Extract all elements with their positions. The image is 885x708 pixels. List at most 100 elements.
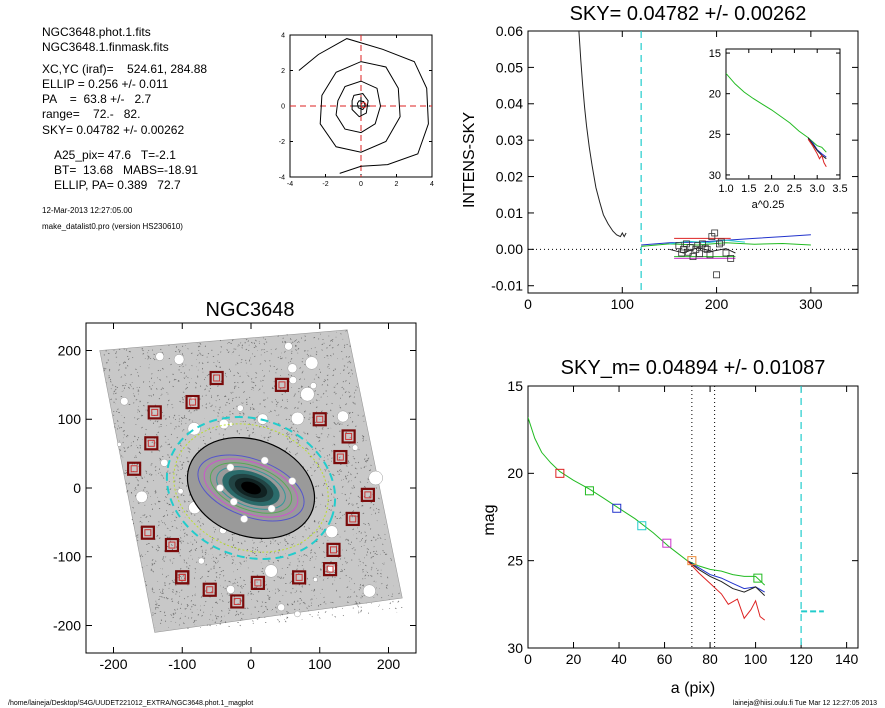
x-tick-label: -4 <box>287 181 293 188</box>
sky-box-inner <box>326 565 334 573</box>
inset-series-line <box>726 73 827 153</box>
sky-box <box>292 570 307 585</box>
x-tick-label: 3.0 <box>810 183 825 195</box>
masked-blob <box>240 515 248 523</box>
mag-marker <box>662 538 672 548</box>
center-marker <box>360 102 367 109</box>
inset-xlabel: a^0.25 <box>752 199 785 211</box>
masked-star <box>362 584 376 598</box>
x-tick-label: 80 <box>702 651 718 667</box>
sky-box <box>202 582 217 597</box>
isophote <box>197 454 305 522</box>
sky-sample-point <box>701 244 709 252</box>
masked-blob <box>216 484 224 492</box>
y-tick-label: 20 <box>507 465 523 481</box>
inset-series-line <box>807 137 827 160</box>
outer-ellipse <box>165 416 337 560</box>
masked-star <box>218 418 230 430</box>
masked-star <box>160 458 169 467</box>
sky-box-inner <box>233 597 241 605</box>
sky-box <box>144 436 159 451</box>
masked-star <box>290 411 305 426</box>
sky-box-inner <box>151 408 159 416</box>
sky-sample-point <box>696 250 703 258</box>
sky-sample-point <box>694 242 702 250</box>
x-tick-label: 0 <box>524 296 532 312</box>
sky-sample-point <box>675 242 683 250</box>
y-tick-label: 25 <box>507 553 523 569</box>
x-tick-label: 20 <box>566 651 582 667</box>
sky-box <box>322 562 338 577</box>
sky-sample-point <box>716 240 723 248</box>
contour-clip <box>298 38 429 174</box>
sky-box-inner <box>189 398 197 406</box>
y-tick-label: 25 <box>709 129 721 141</box>
x-tick-label: 140 <box>835 651 859 667</box>
masked-star <box>294 610 301 618</box>
sky-box <box>341 429 356 444</box>
masked-star <box>173 354 185 365</box>
galaxy-map-title: NGC3648 <box>206 299 295 321</box>
sky-box <box>209 370 224 386</box>
sky-sample-point <box>722 249 730 257</box>
x-tick-label: -100 <box>168 656 196 672</box>
masked-star <box>305 356 319 370</box>
x-tick-label: 120 <box>789 651 813 667</box>
y-tick-label: -0.01 <box>491 278 523 294</box>
info-range: range= 72.- 82. <box>42 107 140 121</box>
masked-star <box>116 442 122 447</box>
isophote <box>241 481 261 495</box>
inset-clip <box>726 73 827 168</box>
x-tick-label: 2.0 <box>764 183 779 195</box>
sky-box <box>140 525 155 540</box>
sky-box <box>333 449 348 465</box>
masked-star <box>236 404 244 412</box>
y-tick-label: 20 <box>709 89 721 101</box>
masked-star <box>368 470 383 486</box>
map-clip <box>99 329 403 633</box>
info-ellip-pa: ELLIP, PA= 0.389 72.7 <box>54 178 181 192</box>
x-tick-label: 4 <box>430 181 434 188</box>
sky-intens-panel: 0 100 200 300 -0.01 0.00 0.01 0.02 0.03 0.04 0.05 0… <box>491 23 859 312</box>
info-file2: NGC3648.1.finmask.fits <box>42 40 169 54</box>
masked-star <box>284 342 293 351</box>
masked-star <box>120 397 129 406</box>
inset-series-line <box>807 138 827 168</box>
galaxy-map-panel: -200 -100 0 100 200 -200 -100 0 100 200 <box>53 322 417 672</box>
isophote <box>203 458 299 518</box>
masked-star <box>264 564 278 578</box>
x-tick-label: 0 <box>359 181 363 188</box>
masked-star <box>337 410 349 423</box>
sky-box-inner <box>130 465 138 473</box>
masked-star <box>312 577 318 582</box>
x-tick-label: 40 <box>611 651 627 667</box>
masked-star <box>325 525 339 539</box>
sky-sample-point <box>727 255 735 262</box>
mag-profile-xlabel: a (pix) <box>671 680 715 697</box>
sky-box <box>345 511 360 527</box>
masked-star <box>327 564 336 573</box>
masked-star <box>289 376 297 385</box>
y-tick-label: 100 <box>58 411 82 427</box>
sky-box <box>360 487 375 502</box>
sky-sample-point <box>678 249 686 257</box>
y-tick-label: -100 <box>53 549 81 565</box>
mag-profile-panel: 0 20 40 60 80 100 120 140 15 20 25 30 <box>507 378 858 667</box>
mag-marker <box>637 521 647 531</box>
mag-series-line <box>686 560 766 621</box>
info-xcyc: XC,YC (iraf)= 524.61, 284.88 <box>42 62 207 76</box>
masked-blob <box>267 504 276 513</box>
masked-star <box>300 387 315 402</box>
y-tick-label: 0.06 <box>496 23 523 39</box>
footer-user-date: laineja@hiisi.oulu.fi Tue Mar 12 12:27:0… <box>733 700 877 707</box>
x-tick-label: 100 <box>308 656 332 672</box>
mag-series-line <box>686 560 766 596</box>
y-tick-label: 0.01 <box>496 205 523 221</box>
x-tick-label: 3.5 <box>832 183 847 195</box>
x-tick-label: 2 <box>395 181 399 188</box>
galaxy-isophotes <box>165 416 337 560</box>
sky-box-inner <box>330 546 337 554</box>
sky-box-inner <box>295 573 303 581</box>
info-sky: SKY= 0.04782 +/- 0.00262 <box>42 123 184 137</box>
x-tick-label: -200 <box>99 656 127 672</box>
